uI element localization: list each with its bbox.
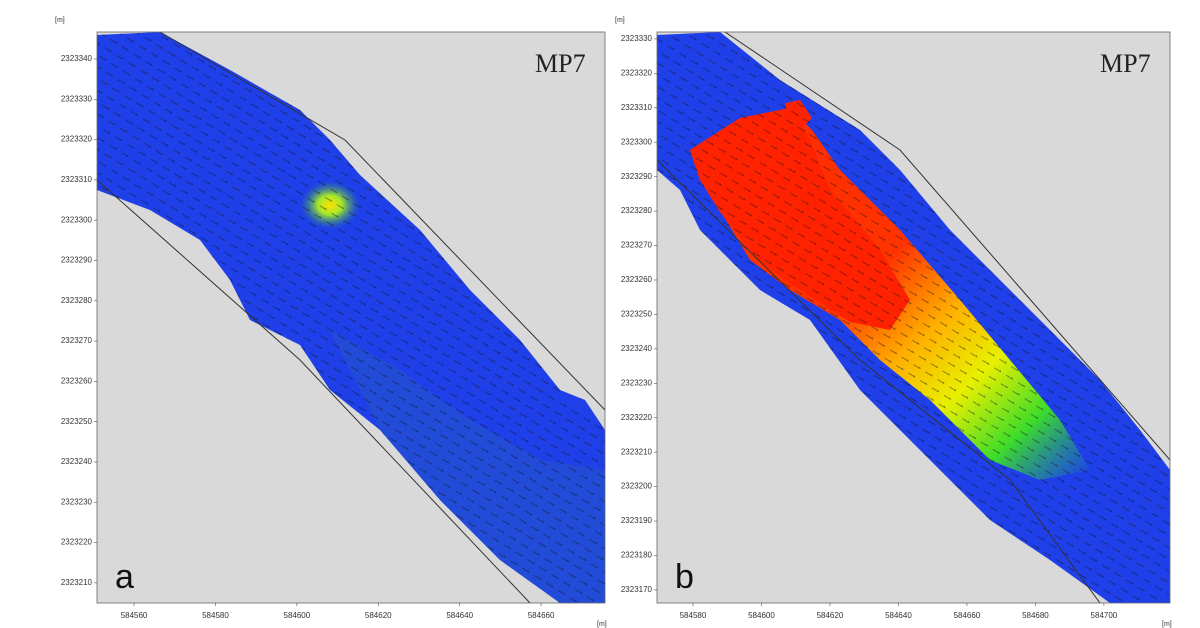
panel-a — [97, 32, 605, 603]
bank-line — [97, 179, 531, 603]
x-unit: [m] — [597, 621, 607, 628]
x-tick-label: 584700 — [1091, 611, 1118, 620]
panel-title: MP7 — [535, 49, 586, 78]
x-tick-label: 584560 — [121, 611, 148, 620]
x-tick-label: 584620 — [817, 611, 844, 620]
panel-b — [657, 32, 1170, 603]
y-tick-label: 2323310 — [621, 103, 653, 112]
y-tick-label: 2323180 — [621, 551, 653, 560]
frame — [96, 31, 606, 604]
y-tick-label: 2323210 — [621, 447, 653, 456]
y-tick-label: 2323240 — [621, 344, 653, 353]
x-tick-label: 584580 — [202, 611, 229, 620]
y-tick-label: 2323320 — [621, 68, 653, 77]
y-tick-label: 2323260 — [61, 376, 93, 385]
y-tick-label: 2323280 — [621, 206, 653, 215]
y-tick-label: 2323300 — [621, 137, 653, 146]
y-tick-label: 2323260 — [621, 275, 653, 284]
y-tick-label: 2323240 — [61, 457, 93, 466]
bank-line — [657, 159, 1101, 603]
flow-vectors — [657, 32, 1170, 603]
x-unit: [m] — [1162, 621, 1172, 628]
x-tick-label: 584600 — [748, 611, 775, 620]
x-tick-label: 584660 — [954, 611, 981, 620]
y-tick-label: 2323290 — [621, 172, 653, 181]
y-tick-label: 2323220 — [621, 413, 653, 422]
y-tick-label: 2323270 — [621, 241, 653, 250]
x-tick-label: 584680 — [1022, 611, 1049, 620]
y-tick-label: 2323220 — [61, 538, 93, 547]
x-tick-label: 584640 — [885, 611, 912, 620]
bank-line — [724, 32, 1170, 461]
y-tick-label: 2323250 — [61, 417, 93, 426]
x-tick-label: 584620 — [365, 611, 392, 620]
panel-label: b — [675, 558, 694, 596]
bank-line — [159, 32, 605, 411]
y-unit: [m] — [615, 17, 625, 24]
y-tick-label: 2323320 — [61, 135, 93, 144]
x-tick-label: 584660 — [528, 611, 555, 620]
y-tick-label: 2323340 — [61, 54, 93, 63]
y-tick-label: 2323310 — [61, 175, 93, 184]
panel-title: MP7 — [1100, 49, 1151, 78]
y-tick-label: 2323230 — [621, 378, 653, 387]
x-tick-label: 584580 — [680, 611, 707, 620]
x-tick-label: 584600 — [284, 611, 311, 620]
panel-label: a — [115, 558, 134, 596]
y-tick-label: 2323190 — [621, 516, 653, 525]
y-tick-label: 2323200 — [621, 482, 653, 491]
y-unit: [m] — [55, 17, 65, 24]
y-tick-label: 2323290 — [61, 256, 93, 265]
y-tick-label: 2323250 — [621, 310, 653, 319]
y-tick-label: 2323330 — [61, 94, 93, 103]
y-tick-label: 2323210 — [61, 578, 93, 587]
y-tick-label: 2323300 — [61, 215, 93, 224]
x-tick-label: 584640 — [446, 611, 473, 620]
y-tick-label: 2323230 — [61, 497, 93, 506]
y-tick-label: 2323280 — [61, 296, 93, 305]
frame — [656, 31, 1171, 604]
y-tick-label: 2323170 — [621, 585, 653, 594]
y-tick-label: 2323270 — [61, 336, 93, 345]
flow-vectors — [97, 32, 605, 603]
y-tick-label: 2323330 — [621, 34, 653, 43]
